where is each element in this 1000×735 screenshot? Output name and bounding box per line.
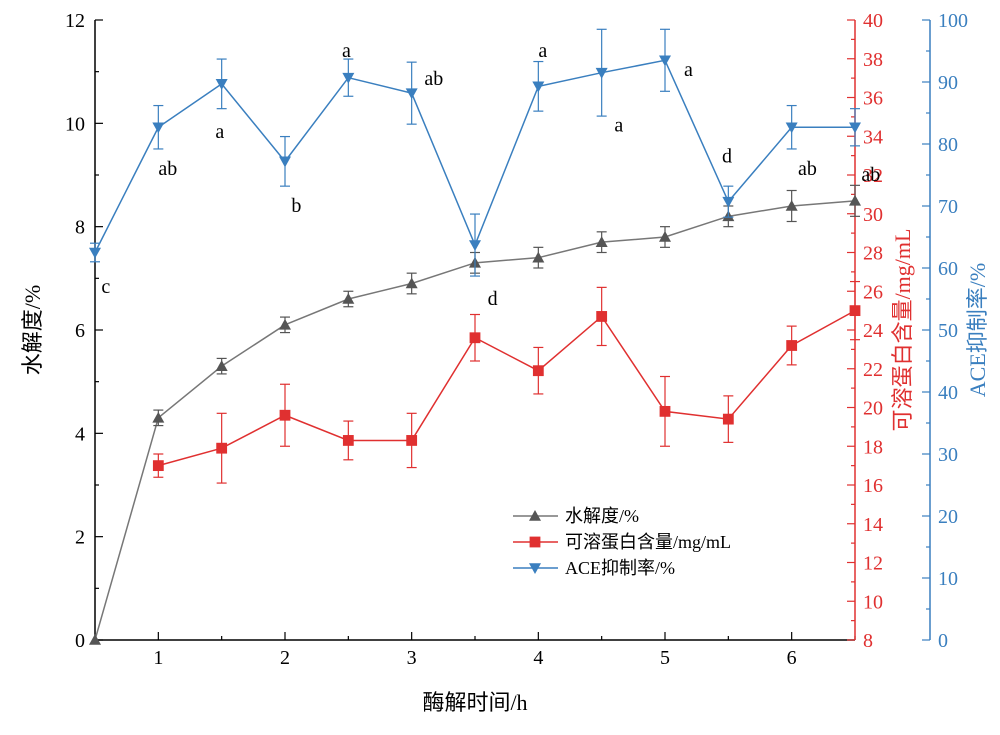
significance-label: a	[614, 115, 623, 137]
x-axis-title: 酶解时间/h	[422, 690, 527, 715]
significance-label: ab	[424, 68, 443, 90]
x-tick-label: 1	[153, 647, 163, 669]
y-right1-tick-label: 40	[863, 10, 883, 32]
y-right2-tick-label: 30	[938, 444, 958, 466]
y-right2-tick-label: 100	[938, 10, 968, 32]
chart-container: 123456酶解时间/h024681012水解度/%81012141618202…	[0, 0, 1000, 735]
y-right1-tick-label: 18	[863, 436, 883, 458]
x-tick-label: 6	[787, 647, 797, 669]
y-right1-axis-title: 可溶蛋白含量/mg/mL	[890, 229, 915, 432]
y-left-tick-label: 2	[75, 527, 85, 549]
x-tick-label: 4	[533, 647, 543, 669]
significance-label: a	[215, 121, 224, 143]
y-right1-tick-label: 24	[863, 320, 883, 342]
y-right1-tick-label: 34	[863, 126, 883, 148]
y-right2-tick-label: 50	[938, 320, 958, 342]
legend-label: 水解度/%	[565, 506, 639, 526]
y-left-tick-label: 12	[65, 10, 85, 32]
y-right2-tick-label: 90	[938, 72, 958, 94]
legend: 水解度/% 可溶蛋白含量/mg/mL ACE抑制率/%	[513, 506, 731, 578]
significance-label: a	[342, 40, 351, 62]
y-right1-tick-label: 38	[863, 49, 883, 71]
significance-label: ab	[158, 158, 177, 180]
y-right2-axis-title: ACE抑制率/%	[965, 263, 990, 397]
significance-label: b	[291, 195, 301, 217]
y-right1-tick-label: 20	[863, 398, 883, 420]
significance-label: c	[101, 276, 110, 298]
y-right2-tick-label: 20	[938, 506, 958, 528]
y-right1-tick-label: 8	[863, 630, 873, 652]
y-right1-tick-label: 14	[863, 514, 883, 536]
series-可溶蛋白含量/mg/mL	[153, 282, 860, 484]
x-tick-label: 3	[407, 647, 417, 669]
y-right2-tick-label: 40	[938, 382, 958, 404]
y-right2-tick-label: 60	[938, 258, 958, 280]
y-left-axis-title: 水解度/%	[20, 285, 45, 375]
x-tick-label: 2	[280, 647, 290, 669]
x-tick-label: 5	[660, 647, 670, 669]
y-right1-tick-label: 36	[863, 88, 883, 110]
y-right1-tick-label: 30	[863, 204, 883, 226]
y-left-tick-label: 10	[65, 113, 85, 135]
y-right1-tick-label: 22	[863, 359, 883, 381]
y-left-tick-label: 0	[75, 630, 85, 652]
series-ACE抑制率/%	[89, 29, 861, 276]
y-left-tick-label: 6	[75, 320, 85, 342]
significance-label: d	[488, 288, 498, 310]
y-right1-tick-label: 16	[863, 475, 883, 497]
y-left-tick-label: 4	[75, 423, 85, 445]
legend-label: 可溶蛋白含量/mg/mL	[565, 532, 731, 552]
y-right2-tick-label: 80	[938, 134, 958, 156]
chart-svg: 123456酶解时间/h024681012水解度/%81012141618202…	[0, 0, 1000, 735]
significance-label: a	[538, 40, 547, 62]
significance-label: d	[722, 146, 732, 168]
y-right1-tick-label: 26	[863, 281, 883, 303]
y-right1-tick-label: 28	[863, 243, 883, 265]
significance-label: ab	[798, 158, 817, 180]
y-right2-tick-label: 10	[938, 568, 958, 590]
y-right1-tick-label: 12	[863, 553, 883, 575]
significance-label: ab	[861, 164, 880, 186]
legend-label: ACE抑制率/%	[565, 558, 675, 578]
y-right1-tick-label: 10	[863, 591, 883, 613]
significance-label: a	[684, 59, 693, 81]
y-left-tick-label: 8	[75, 217, 85, 239]
y-right2-tick-label: 70	[938, 196, 958, 218]
y-right2-tick-label: 0	[938, 630, 948, 652]
